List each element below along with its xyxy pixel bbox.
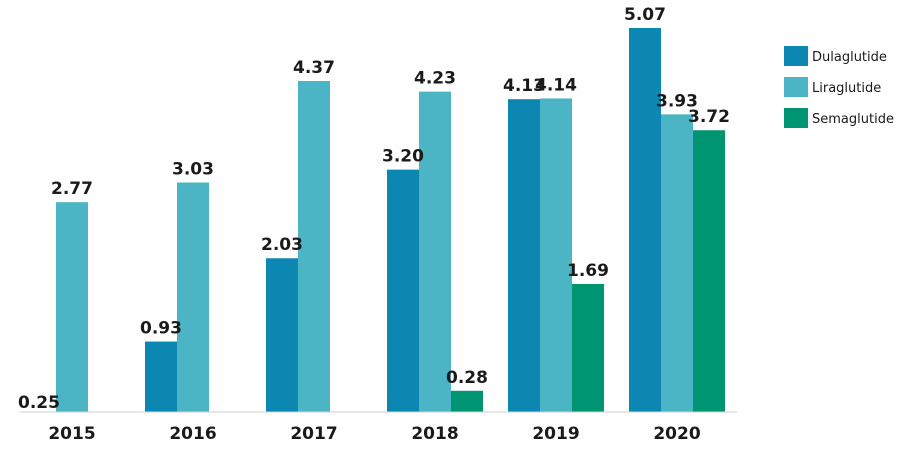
value-label-liraglutide-2018: 4.23: [414, 69, 456, 89]
legend-label-liraglutide: Liraglutide: [812, 81, 881, 96]
legend-label-dulaglutide: Dulaglutide: [812, 50, 887, 65]
bars-group: [56, 28, 725, 413]
value-label-semaglutide-2020: 3.72: [688, 107, 730, 127]
bar-liraglutide-2015: [56, 202, 88, 412]
value-label-dulaglutide-2019: 4.13: [503, 76, 545, 96]
value-label-dulaglutide-2018: 3.20: [382, 147, 424, 167]
legend-label-semaglutide: Semaglutide: [812, 112, 894, 127]
value-label-liraglutide-2015: 2.77: [51, 179, 93, 199]
legend-swatch-semaglutide: [784, 108, 808, 128]
legend-swatch-liraglutide: [784, 77, 808, 97]
bar-liraglutide-2018: [419, 91, 451, 412]
bar-semaglutide-2018: [451, 390, 483, 412]
legend: Dulaglutide Liraglutide Semaglutide: [784, 46, 894, 128]
value-label-dulaglutide-2016: 0.93: [140, 319, 182, 339]
x-tick-label-2017: 2017: [290, 424, 337, 444]
value-label-liraglutide-2019: 4.14: [535, 75, 577, 95]
value-label-dulaglutide-2020: 5.07: [624, 5, 666, 25]
value-label-liraglutide-2016: 3.03: [172, 160, 214, 180]
value-label-dulaglutide-2017: 2.03: [261, 235, 303, 255]
bar-liraglutide-2017: [298, 81, 330, 412]
bar-dulaglutide-2020: [629, 28, 661, 412]
bar-liraglutide-2020: [661, 114, 693, 412]
bar-dulaglutide-2018: [387, 169, 419, 412]
legend-swatch-dulaglutide: [784, 46, 808, 66]
value-label-liraglutide-2017: 4.37: [293, 58, 335, 78]
bar-dulaglutide-2019: [508, 99, 540, 413]
bar-semaglutide-2020: [693, 130, 725, 412]
value-labels-group: 2.77 0.93 3.03 2.03 4.37 3.20 4.23 0.28 4.134.14…: [18, 5, 730, 413]
x-tick-label-2016: 2016: [169, 424, 216, 444]
x-tick-label-2015: 2015: [48, 424, 95, 444]
x-tick-labels-group: 2015 2016 2017 2018 2019 2020: [48, 424, 700, 444]
bar-semaglutide-2019: [572, 284, 604, 412]
bar-liraglutide-2019: [540, 98, 572, 412]
bar-dulaglutide-2016: [145, 341, 177, 412]
bar-liraglutide-2016: [177, 182, 209, 412]
x-tick-label-2019: 2019: [532, 424, 579, 444]
x-tick-label-2018: 2018: [411, 424, 458, 444]
value-label-standalone-2015: 0.25: [18, 393, 60, 413]
value-label-semaglutide-2019: 1.69: [567, 261, 609, 281]
value-label-liraglutide-2020: 3.93: [656, 91, 698, 111]
x-tick-label-2020: 2020: [653, 424, 700, 444]
value-label-semaglutide-2018: 0.28: [446, 368, 488, 388]
bar-dulaglutide-2017: [266, 258, 298, 412]
